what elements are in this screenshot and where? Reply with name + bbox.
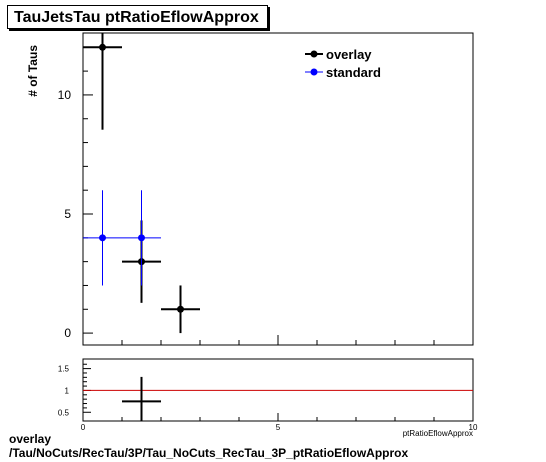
caption-line-1: overlay [9, 432, 52, 446]
legend-marker-standard [310, 68, 318, 76]
legend-label-standard: standard [326, 65, 381, 80]
caption: overlay /Tau/NoCuts/RecTau/3P/Tau_NoCuts… [9, 432, 408, 460]
x-tick-label: 10 [469, 423, 478, 432]
chart-title: TauJetsTau ptRatioEflowApprox [7, 5, 268, 29]
data-point-standard [99, 234, 106, 242]
y-axis-label: # of Taus [26, 45, 40, 97]
data-point-standard [138, 234, 145, 242]
legend-label-overlay: overlay [326, 47, 372, 62]
ratio-y-tick-label: 1 [65, 386, 70, 395]
x-tick-label: 5 [276, 423, 281, 432]
ratio-y-tick-label: 0.5 [58, 408, 70, 417]
x-tick-label: 0 [81, 423, 86, 432]
x-axis-label: ptRatioEflowApprox [403, 429, 473, 438]
data-point-overlay [99, 43, 106, 51]
data-point-overlay [177, 305, 184, 313]
legend-marker-overlay [310, 50, 318, 58]
caption-line-2: /Tau/NoCuts/RecTau/3P/Tau_NoCuts_RecTau_… [9, 446, 409, 460]
y-tick-label: 5 [64, 207, 71, 221]
ratio-y-tick-label: 1.5 [58, 365, 70, 374]
y-tick-label: 0 [64, 326, 71, 340]
y-tick-label: 10 [58, 88, 72, 102]
